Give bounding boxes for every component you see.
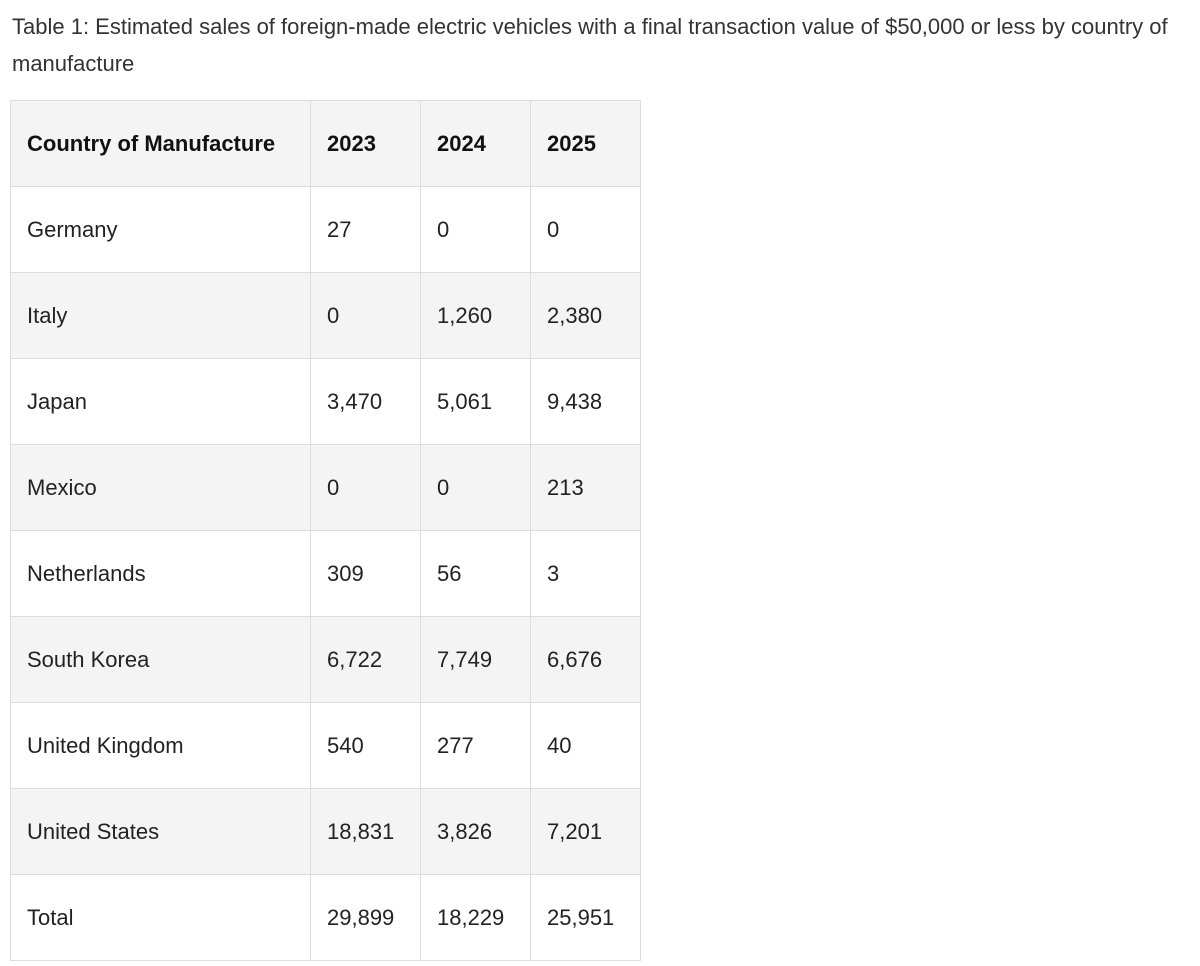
table-header-row: Country of Manufacture 2023 2024 2025 [10,100,641,187]
ev-sales-table: Country of Manufacture 2023 2024 2025 Ge… [10,100,641,961]
cell-2025: 0 [530,186,641,273]
cell-2023: 29,899 [310,874,421,961]
cell-2024: 3,826 [420,788,531,875]
table-row: South Korea 6,722 7,749 6,676 [10,616,641,703]
cell-2025: 6,676 [530,616,641,703]
table-row: Netherlands 309 56 3 [10,530,641,617]
cell-2025: 25,951 [530,874,641,961]
table-row: United States 18,831 3,826 7,201 [10,788,641,875]
cell-2024: 56 [420,530,531,617]
header-country: Country of Manufacture [10,100,311,187]
cell-country: Japan [10,358,311,445]
cell-2025: 7,201 [530,788,641,875]
cell-2024: 1,260 [420,272,531,359]
cell-2023: 3,470 [310,358,421,445]
cell-2023: 540 [310,702,421,789]
cell-2025: 3 [530,530,641,617]
table-row: Germany 27 0 0 [10,186,641,273]
cell-country: United Kingdom [10,702,311,789]
table-row: Mexico 0 0 213 [10,444,641,531]
cell-country: Italy [10,272,311,359]
cell-2023: 0 [310,272,421,359]
cell-2024: 18,229 [420,874,531,961]
cell-2023: 6,722 [310,616,421,703]
cell-country: South Korea [10,616,311,703]
table-total-row: Total 29,899 18,229 25,951 [10,874,641,961]
cell-2024: 5,061 [420,358,531,445]
table-row: Japan 3,470 5,061 9,438 [10,358,641,445]
cell-2024: 0 [420,444,531,531]
cell-2025: 40 [530,702,641,789]
table-row: Italy 0 1,260 2,380 [10,272,641,359]
cell-country: Germany [10,186,311,273]
table-row: United Kingdom 540 277 40 [10,702,641,789]
cell-2025: 213 [530,444,641,531]
header-2023: 2023 [310,100,421,187]
cell-2025: 9,438 [530,358,641,445]
cell-2024: 7,749 [420,616,531,703]
cell-country: Mexico [10,444,311,531]
cell-country: Total [10,874,311,961]
table-caption: Table 1: Estimated sales of foreign-made… [12,14,1168,76]
cell-2023: 27 [310,186,421,273]
cell-2023: 18,831 [310,788,421,875]
cell-2023: 0 [310,444,421,531]
cell-country: United States [10,788,311,875]
header-2024: 2024 [420,100,531,187]
cell-2024: 0 [420,186,531,273]
cell-2025: 2,380 [530,272,641,359]
header-2025: 2025 [530,100,641,187]
cell-2023: 309 [310,530,421,617]
cell-2024: 277 [420,702,531,789]
cell-country: Netherlands [10,530,311,617]
